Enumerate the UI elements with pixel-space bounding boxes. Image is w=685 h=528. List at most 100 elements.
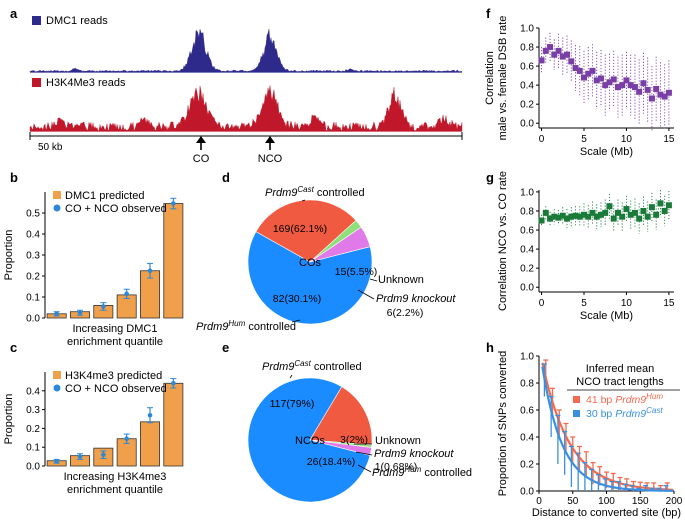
slice-value-label-cast: 117(79%) — [270, 398, 315, 410]
data-point — [648, 95, 655, 102]
co-arrow-icon — [196, 136, 206, 143]
co-marker-label: CO — [193, 153, 210, 165]
read-pileup-area — [29, 28, 463, 73]
data-point — [631, 84, 638, 91]
nco-pie-chart: NCOs 117(79%) 26(18.4%) 3(2%) Prdm9Cast cont… — [247, 359, 472, 503]
x-tick-label: 100 — [598, 496, 615, 507]
data-point — [614, 209, 621, 216]
unknown-label: Unknown — [375, 435, 421, 447]
x-tick-label: 0 — [539, 298, 545, 309]
slice-value-label-hum: 26(18.4%) — [307, 456, 355, 468]
data-point — [636, 215, 643, 222]
cast-controlled-label: Prdm9Cast controlled — [265, 185, 365, 199]
data-point — [623, 77, 630, 84]
cast-controlled-label: Prdm9Cast controlled — [262, 359, 362, 373]
y-tick-label: 0.2 — [26, 272, 40, 283]
data-point — [602, 209, 609, 216]
observed-point — [54, 459, 59, 464]
observed-point — [54, 311, 59, 317]
slice-value-label-knockout: 6(2.2%) — [387, 307, 424, 319]
data-point — [606, 79, 613, 86]
data-point — [610, 76, 617, 83]
dmc1-read-track — [29, 28, 463, 73]
pie-center-label: COs — [299, 257, 322, 269]
x-tick-label: 5 — [581, 298, 587, 309]
y-tick-label: 0.6 — [520, 62, 534, 73]
y-tick-label: 0.0 — [520, 283, 534, 294]
x-axis-label: Distance to converted site (bp) — [532, 507, 681, 519]
legend-label: 41 bp Prdm9Hum — [586, 392, 663, 406]
pie-slice — [247, 231, 373, 325]
observed-point — [171, 201, 176, 206]
x-tick-label: 5 — [581, 134, 587, 145]
leader-line — [369, 278, 378, 282]
legend-swatch-predicted — [53, 371, 61, 379]
legend-swatch — [573, 396, 580, 403]
y-tick-label: 0.1 — [26, 293, 40, 304]
knockout-label: Prdm9 knockout — [374, 448, 454, 460]
legend-label-observed: CO + NCO observed — [65, 383, 167, 395]
data-point — [644, 86, 651, 93]
y-tick-label: 0.5 — [26, 209, 40, 220]
leader-line — [357, 464, 372, 473]
x-axis-label: Scale (Mb) — [580, 310, 633, 322]
pie-slice — [309, 439, 372, 456]
data-point — [551, 213, 558, 220]
data-point — [585, 70, 592, 77]
observed-point — [171, 380, 176, 386]
data-point — [597, 211, 604, 218]
scale-label: 50 kb — [38, 142, 63, 153]
hum-controlled-label: Prdm9Hum controlled — [196, 319, 296, 333]
y-tick-label: 0.2 — [520, 460, 534, 471]
data-point — [619, 213, 626, 220]
data-point — [593, 77, 600, 84]
y-tick-label: 0.8 — [520, 206, 534, 217]
data-point — [559, 212, 566, 219]
y-tick-label: 0.0 — [520, 487, 534, 498]
pie-slice — [247, 377, 371, 503]
data-point — [576, 213, 583, 220]
data-point — [559, 53, 566, 60]
data-point — [593, 213, 600, 220]
legend-swatch — [573, 410, 580, 417]
data-point — [665, 89, 672, 96]
nco-co-correlation-plot: 0.0 0.2 0.4 0.6 0.8 1.0 0 5 10 15 Scale (Mb) Correl… — [497, 171, 675, 322]
read-pileup-area — [29, 85, 463, 132]
data-point — [614, 84, 621, 91]
data-point — [564, 215, 571, 222]
data-point — [602, 82, 609, 89]
y-tick-label: 0.2 — [26, 424, 40, 435]
pie-center-label: NCOs — [295, 435, 325, 447]
legend-label-predicted: H3K4me3 predicted — [65, 370, 162, 382]
panel-label-b: b — [10, 170, 18, 185]
y-tick-label: 0.3 — [26, 405, 40, 416]
y-axis-label: Proportion of SNPs converted — [497, 351, 509, 497]
observed-point — [77, 310, 83, 316]
dmc1-legend-swatch — [32, 16, 41, 25]
data-point — [572, 212, 579, 219]
data-point — [589, 209, 596, 216]
panel-label-g: g — [486, 170, 494, 185]
data-point — [555, 47, 562, 54]
panel-a: DMC1 reads H3K4Me3 reads 50 kb CO NCO — [29, 15, 463, 165]
data-point — [653, 85, 660, 92]
nco-marker: NCO — [258, 136, 283, 165]
data-point — [657, 91, 664, 98]
slice-value-label-unknown: 15(5.5%) — [335, 266, 378, 278]
data-point — [568, 213, 575, 220]
legend-swatch-observed — [53, 204, 61, 212]
data-point — [538, 57, 545, 64]
data-point — [547, 215, 554, 222]
data-point — [627, 211, 634, 218]
data-point — [644, 213, 651, 220]
observed-point — [124, 436, 129, 442]
pie-slice — [309, 386, 373, 446]
x-axis-label: Scale (Mb) — [580, 146, 633, 158]
data-point — [581, 211, 587, 218]
y-tick-label: 0.2 — [520, 264, 534, 275]
h3k4me3-quantile-bar-chart: 0.0 0.1 0.2 0.3 0.4 Proportion Increasing H3K4… — [3, 370, 184, 496]
y-tick-label: 0.4 — [520, 433, 534, 444]
data-point — [648, 204, 655, 211]
data-point — [657, 200, 664, 207]
